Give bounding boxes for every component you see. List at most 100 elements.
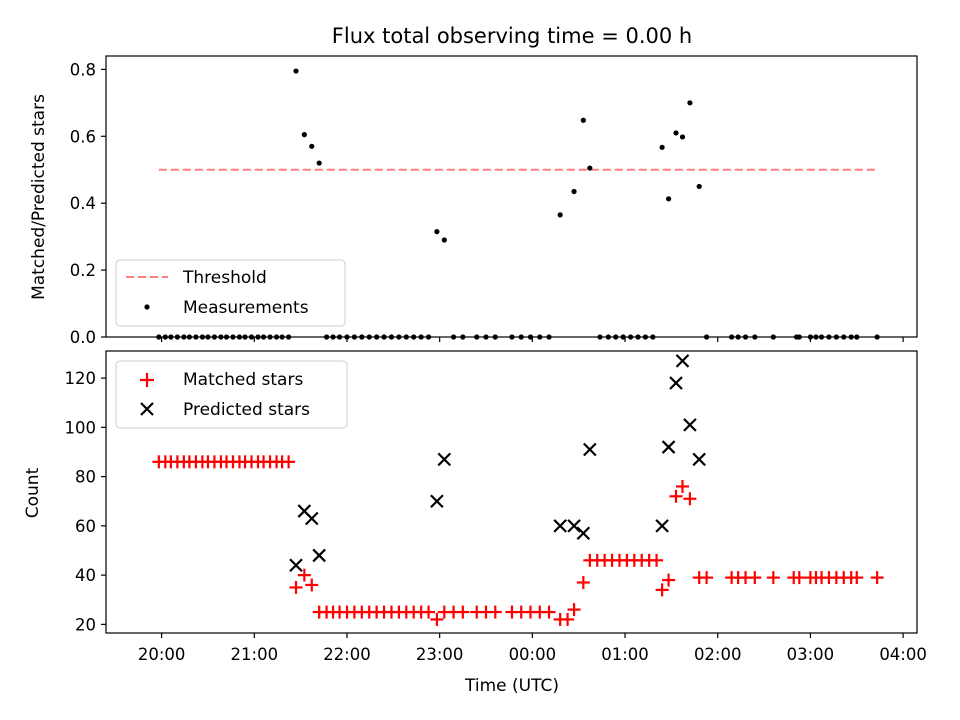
- top-y-axis-label: Matched/Predicted stars: [29, 94, 49, 300]
- top-panel: 0.00.20.40.60.8 Matched/Predicted stars …: [29, 55, 918, 347]
- matched-point: [422, 605, 436, 619]
- top-legend: Threshold Measurements: [115, 259, 346, 327]
- measurement-point: [687, 100, 693, 106]
- predicted-point: [675, 354, 690, 368]
- matched-point: [792, 571, 806, 585]
- x-tick-label: 02:00: [694, 645, 742, 664]
- x-tick-label: 03:00: [787, 645, 835, 664]
- matched-point: [669, 489, 683, 503]
- legend-predicted-label: Predicted stars: [183, 400, 310, 420]
- measurement-point: [673, 130, 679, 136]
- measurement-point: [666, 196, 672, 202]
- top-y-tick-label: 0.6: [70, 127, 96, 146]
- measurement-point: [316, 160, 322, 166]
- top-y-tick-label: 0.2: [70, 261, 96, 280]
- measurement-point: [696, 183, 702, 190]
- bottom-plot-area: 20 40 60 80 100 120 20:00 21:00 22:00 23:00 00:00 0…: [65, 350, 927, 664]
- predicted-point: [304, 511, 319, 526]
- measurement-point: [441, 237, 447, 243]
- measurement-point: [293, 68, 299, 74]
- bottom-y-tick-label: 40: [75, 566, 96, 585]
- top-legend-box: [115, 259, 346, 327]
- matched-point: [430, 612, 444, 626]
- matched-point: [655, 583, 669, 597]
- x-tick-label: 23:00: [416, 645, 464, 664]
- matched-point: [488, 605, 502, 619]
- matched-point: [567, 603, 581, 617]
- matched-point: [683, 492, 697, 506]
- predicted-point: [437, 452, 452, 467]
- matched-point: [700, 571, 714, 585]
- x-tick-label: 22:00: [323, 645, 371, 664]
- matched-point: [297, 568, 311, 582]
- x-tick-label: 20:00: [138, 645, 186, 664]
- matched-point: [456, 605, 470, 619]
- bottom-y-tick-label: 80: [75, 468, 96, 487]
- top-y-tick-label: 0.4: [70, 194, 96, 213]
- predicted-point: [583, 442, 597, 457]
- matched-point: [289, 580, 303, 594]
- predicted-point: [289, 558, 303, 573]
- predicted-point: [430, 494, 444, 509]
- x-tick-label: 01:00: [601, 645, 649, 664]
- measurement-point: [301, 132, 307, 138]
- bottom-y-axis-label: Count: [23, 467, 43, 518]
- matched-point: [850, 571, 864, 585]
- legend-matched-label: Matched stars: [183, 370, 303, 390]
- bottom-y-tick-label: 120: [65, 369, 97, 388]
- top-y-tick-label: 0.0: [70, 328, 96, 347]
- matched-point: [870, 571, 884, 585]
- measurement-point: [580, 117, 586, 123]
- bottom-axes-frame: [105, 350, 918, 634]
- legend-threshold-label: Threshold: [182, 268, 267, 288]
- measurement-point: [571, 188, 577, 195]
- top-axes-frame: [105, 55, 918, 338]
- predicted-point: [576, 526, 591, 541]
- top-y-tick-label: 0.8: [70, 60, 96, 79]
- predicted-point: [692, 452, 706, 467]
- predicted-point: [683, 418, 697, 432]
- bottom-y-tick-label: 60: [75, 517, 96, 536]
- bottom-legend-box: [115, 360, 348, 429]
- predicted-point: [661, 440, 676, 454]
- legend-predicted-swatch: [140, 402, 154, 416]
- legend-matched-swatch: [140, 373, 154, 387]
- measurement-point: [557, 212, 563, 218]
- bottom-panel: 20 40 60 80 100 120 20:00 21:00 22:00 23:00 00:00 0…: [23, 350, 927, 696]
- matched-point: [542, 605, 556, 619]
- matched-point: [748, 571, 762, 585]
- measurement-point: [659, 144, 665, 150]
- x-tick-label: 04:00: [879, 645, 927, 664]
- legend-measurements-label: Measurements: [183, 298, 309, 318]
- predicted-point: [553, 519, 567, 533]
- measurement-point: [679, 134, 686, 140]
- matched-point: [561, 612, 575, 626]
- x-tick-label: 21:00: [231, 645, 279, 664]
- bottom-series-0: [152, 455, 884, 626]
- bottom-series-1: [289, 354, 706, 573]
- matched-point: [766, 571, 780, 585]
- predicted-point: [567, 519, 581, 533]
- measurement-point: [309, 143, 315, 149]
- matched-point: [576, 576, 590, 590]
- predicted-point: [312, 548, 326, 563]
- matched-point: [282, 455, 296, 469]
- x-tick-label: 00:00: [509, 645, 557, 664]
- bottom-legend: Matched stars Predicted stars: [115, 360, 348, 429]
- predicted-point: [669, 376, 683, 390]
- measurement-point: [587, 165, 593, 171]
- predicted-point: [655, 519, 669, 533]
- measurement-point: [434, 229, 440, 235]
- top-plot-area: 0.0 0.2 0.4 0.6 0.8: [70, 55, 918, 347]
- bottom-y-tick-label: 100: [65, 418, 97, 437]
- chart-title: Flux total observing time = 0.00 h: [332, 24, 692, 48]
- matched-point: [650, 553, 664, 567]
- matched-point: [305, 578, 319, 592]
- matched-point: [662, 573, 676, 587]
- bottom-y-tick-label: 20: [75, 615, 96, 634]
- matched-point: [676, 479, 690, 493]
- bottom-x-axis-label: Time (UTC): [464, 676, 559, 696]
- legend-measurements-swatch: [144, 304, 150, 310]
